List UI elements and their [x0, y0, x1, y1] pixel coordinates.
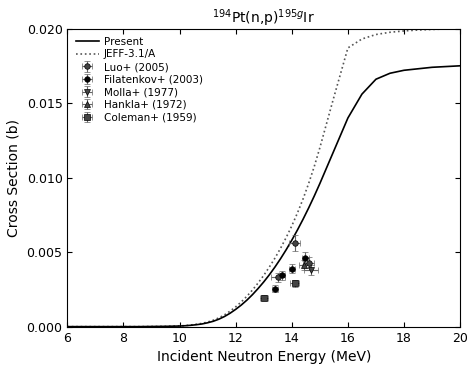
- Title: $^{194}$Pt(n,p)$^{195g}$Ir: $^{194}$Pt(n,p)$^{195g}$Ir: [212, 7, 315, 29]
- Present: [278, 256, 284, 261]
- JEFF-3.1/A: [199, 321, 205, 326]
- JEFF-3.1/A: [278, 246, 284, 250]
- JEFF-3.1/A: [93, 324, 98, 329]
- JEFF-3.1/A: [134, 324, 140, 329]
- Line: Present: Present: [67, 66, 460, 326]
- Present: [306, 206, 312, 210]
- JEFF-3.1/A: [317, 145, 323, 150]
- JEFF-3.1/A: [345, 46, 351, 50]
- JEFF-3.1/A: [222, 313, 228, 317]
- JEFF-3.1/A: [387, 30, 393, 35]
- JEFF-3.1/A: [401, 29, 407, 33]
- JEFF-3.1/A: [65, 324, 70, 329]
- Present: [429, 65, 435, 69]
- JEFF-3.1/A: [250, 288, 256, 292]
- Present: [238, 303, 244, 307]
- Present: [106, 324, 112, 329]
- JEFF-3.1/A: [121, 324, 126, 329]
- JEFF-3.1/A: [306, 181, 312, 186]
- JEFF-3.1/A: [78, 324, 84, 329]
- JEFF-3.1/A: [255, 281, 261, 285]
- JEFF-3.1/A: [233, 305, 238, 309]
- Present: [345, 116, 351, 120]
- Present: [227, 311, 233, 315]
- Present: [261, 280, 266, 284]
- Present: [233, 307, 238, 312]
- Present: [193, 322, 199, 327]
- JEFF-3.1/A: [216, 316, 222, 320]
- JEFF-3.1/A: [182, 324, 188, 328]
- Present: [387, 71, 393, 75]
- JEFF-3.1/A: [238, 300, 244, 304]
- Present: [199, 322, 205, 326]
- Present: [415, 66, 421, 71]
- Y-axis label: Cross Section (b): Cross Section (b): [7, 119, 21, 237]
- Present: [359, 92, 365, 96]
- JEFF-3.1/A: [294, 211, 300, 215]
- JEFF-3.1/A: [457, 26, 463, 31]
- Present: [266, 273, 272, 277]
- JEFF-3.1/A: [149, 324, 154, 329]
- Present: [121, 324, 126, 329]
- Present: [205, 321, 210, 325]
- Present: [182, 324, 188, 328]
- JEFF-3.1/A: [163, 324, 169, 329]
- Present: [210, 319, 216, 324]
- Present: [177, 324, 182, 328]
- Present: [300, 217, 306, 221]
- Present: [222, 314, 228, 319]
- Present: [283, 247, 289, 252]
- X-axis label: Incident Neutron Energy (MeV): Incident Neutron Energy (MeV): [157, 350, 371, 364]
- Present: [331, 148, 337, 153]
- Present: [255, 286, 261, 291]
- Present: [149, 324, 154, 329]
- JEFF-3.1/A: [177, 324, 182, 328]
- JEFF-3.1/A: [429, 27, 435, 32]
- Present: [216, 317, 222, 321]
- Present: [188, 323, 194, 328]
- JEFF-3.1/A: [244, 294, 250, 298]
- Present: [289, 238, 294, 242]
- Present: [294, 228, 300, 232]
- JEFF-3.1/A: [188, 323, 194, 327]
- Legend: Present, JEFF-3.1/A, Luo+ (2005), Filatenkov+ (2003), Molla+ (1977), Hankla+ (19: Present, JEFF-3.1/A, Luo+ (2005), Filate…: [73, 34, 206, 126]
- Present: [443, 64, 449, 69]
- Present: [401, 68, 407, 72]
- Present: [93, 324, 98, 329]
- JEFF-3.1/A: [261, 273, 266, 278]
- JEFF-3.1/A: [283, 235, 289, 240]
- Present: [317, 181, 323, 186]
- Line: JEFF-3.1/A: JEFF-3.1/A: [67, 29, 460, 326]
- Present: [457, 63, 463, 68]
- JEFF-3.1/A: [443, 27, 449, 31]
- JEFF-3.1/A: [289, 224, 294, 228]
- JEFF-3.1/A: [106, 324, 112, 329]
- JEFF-3.1/A: [272, 256, 278, 260]
- Present: [250, 292, 256, 297]
- Present: [65, 324, 70, 329]
- JEFF-3.1/A: [193, 322, 199, 326]
- JEFF-3.1/A: [373, 32, 379, 37]
- Present: [78, 324, 84, 329]
- JEFF-3.1/A: [227, 309, 233, 313]
- Present: [134, 324, 140, 329]
- JEFF-3.1/A: [331, 95, 337, 99]
- Present: [312, 194, 317, 198]
- Present: [272, 265, 278, 269]
- Present: [373, 77, 379, 82]
- JEFF-3.1/A: [415, 28, 421, 32]
- JEFF-3.1/A: [205, 320, 210, 324]
- JEFF-3.1/A: [359, 37, 365, 41]
- JEFF-3.1/A: [210, 318, 216, 322]
- Present: [244, 298, 250, 302]
- JEFF-3.1/A: [300, 197, 306, 201]
- JEFF-3.1/A: [312, 164, 317, 169]
- Present: [163, 324, 169, 329]
- JEFF-3.1/A: [266, 265, 272, 269]
